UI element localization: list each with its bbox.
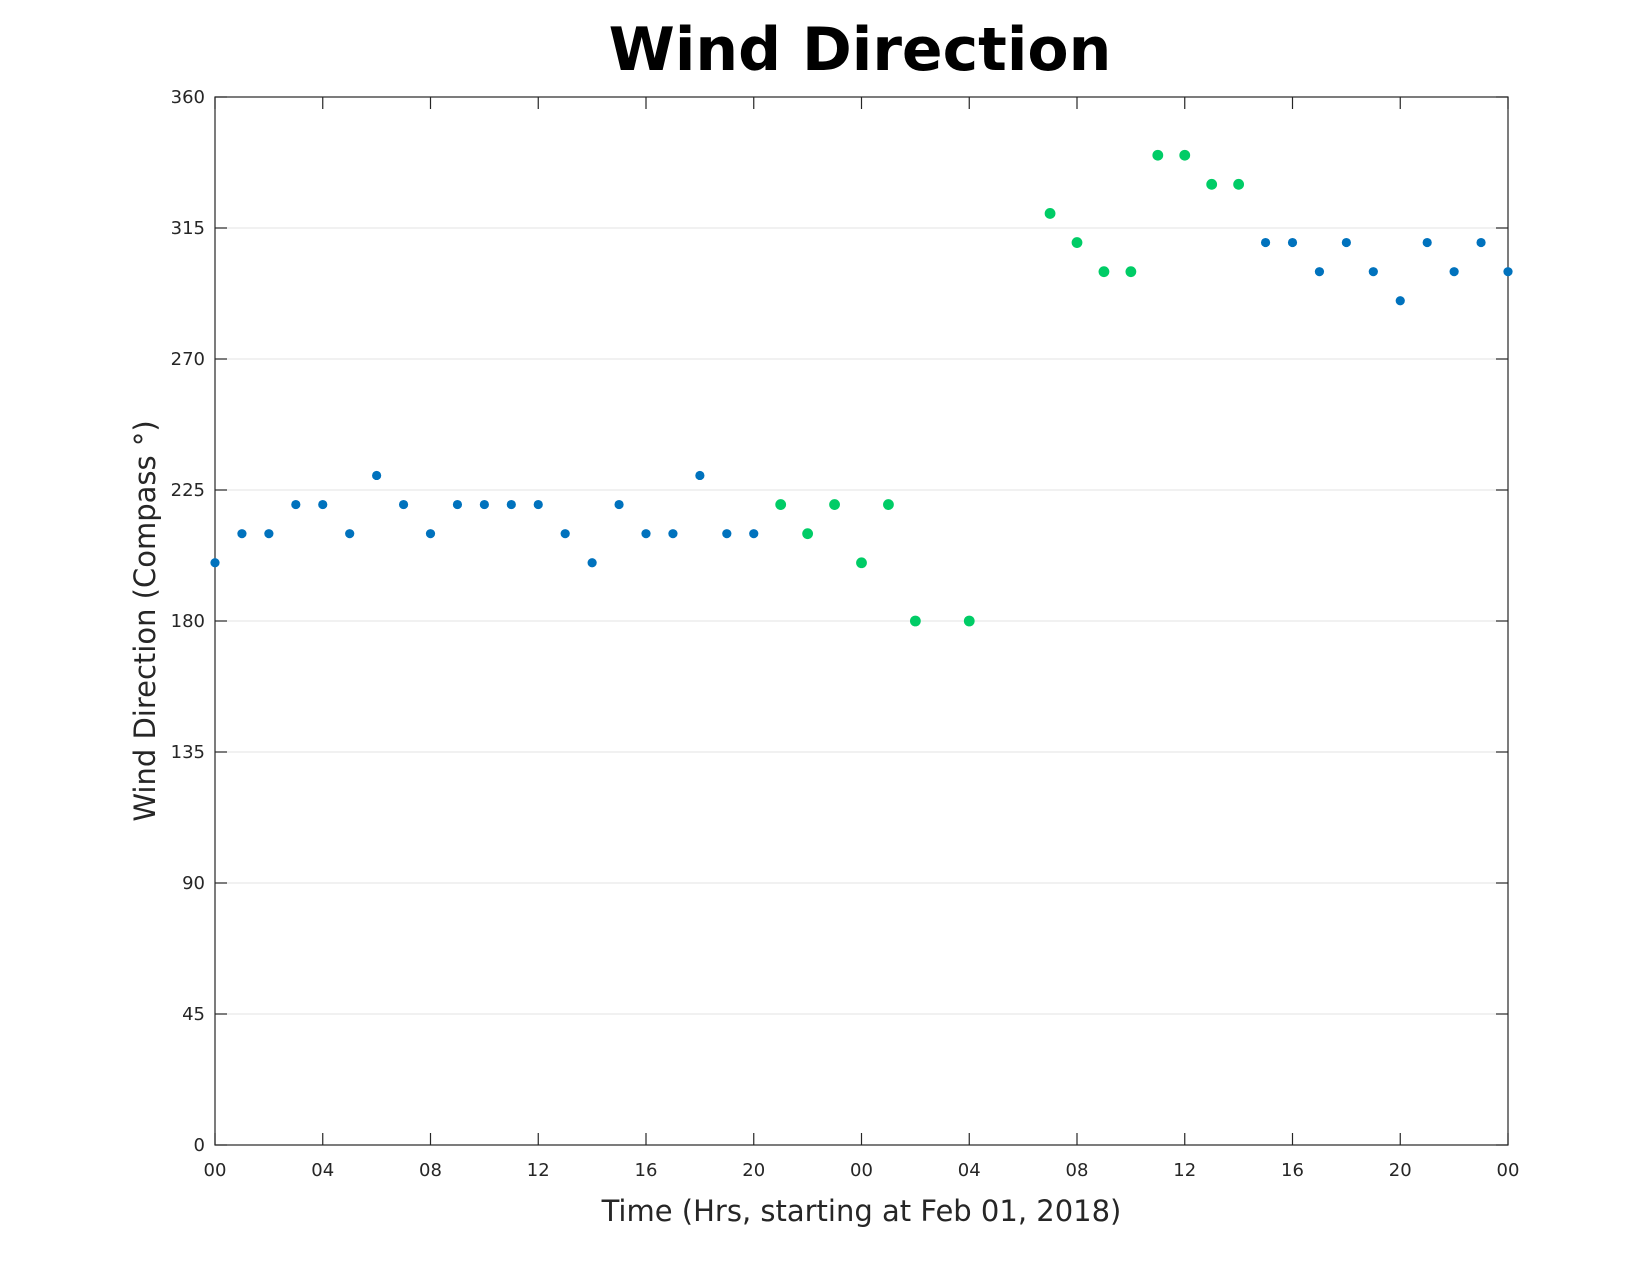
x-tick-label: 16 xyxy=(1281,1160,1304,1181)
data-point xyxy=(560,529,570,539)
data-point xyxy=(1152,149,1164,161)
x-tick-label: 00 xyxy=(204,1160,227,1181)
axis-ticks xyxy=(214,96,1509,1146)
x-tick-label: 12 xyxy=(527,1160,550,1181)
y-tick-label: 360 xyxy=(171,87,205,108)
data-point xyxy=(345,529,355,539)
data-point xyxy=(1233,178,1245,190)
x-tick-label: 20 xyxy=(742,1160,765,1181)
data-point xyxy=(856,557,867,569)
data-point xyxy=(1368,267,1378,277)
x-tick-label: 00 xyxy=(850,1160,873,1181)
data-point xyxy=(1314,267,1325,277)
data-point xyxy=(1449,267,1459,277)
data-point xyxy=(695,470,705,481)
y-axis-label: Wind Direction (Compass °) xyxy=(128,420,162,821)
x-tick-label: 04 xyxy=(311,1160,334,1181)
data-point xyxy=(533,499,543,510)
y-tick-label: 180 xyxy=(171,611,205,632)
x-tick-label: 16 xyxy=(635,1160,658,1181)
data-point xyxy=(1341,237,1351,248)
data-point xyxy=(749,529,759,539)
x-axis-label: Time (Hrs, starting at Feb 01, 2018) xyxy=(601,1194,1122,1228)
data-point xyxy=(425,529,436,539)
data-point xyxy=(1395,296,1405,306)
data-point xyxy=(1179,149,1191,161)
x-tick-label: 12 xyxy=(1173,1160,1196,1181)
data-point xyxy=(264,529,274,539)
data-point xyxy=(1476,237,1486,248)
data-point xyxy=(829,499,840,510)
x-tick-label: 08 xyxy=(1066,1160,1089,1181)
data-point xyxy=(210,558,220,568)
data-point xyxy=(506,499,516,510)
data-point xyxy=(1071,237,1083,248)
data-point xyxy=(883,499,894,510)
data-point xyxy=(1044,208,1056,219)
y-tick-label: 270 xyxy=(171,349,205,370)
data-point xyxy=(909,615,921,627)
data-point xyxy=(1503,267,1513,277)
y-tick-label: 0 xyxy=(194,1135,205,1156)
x-tick-label: 08 xyxy=(419,1160,442,1181)
x-tick-label: 20 xyxy=(1389,1160,1412,1181)
data-point xyxy=(452,499,463,510)
data-point xyxy=(398,499,409,510)
x-axis-tick-labels: 00 04 08 12 16 20 00 04 08 12 16 20 00 xyxy=(204,1160,1520,1181)
data-point xyxy=(318,499,328,510)
data-point xyxy=(291,499,301,510)
data-point xyxy=(1098,266,1110,278)
data-point xyxy=(614,499,624,510)
grid-lines xyxy=(215,227,1508,1015)
data-point xyxy=(1422,237,1432,248)
data-point xyxy=(775,499,787,510)
data-point xyxy=(372,470,382,481)
data-point xyxy=(237,529,247,539)
y-tick-label: 90 xyxy=(182,873,205,894)
data-point xyxy=(1125,266,1137,278)
data-point xyxy=(479,499,489,510)
y-tick-label: 45 xyxy=(182,1004,205,1025)
chart-title: Wind Direction xyxy=(609,15,1112,85)
x-tick-label: 00 xyxy=(1497,1160,1520,1181)
data-point xyxy=(963,615,975,627)
data-point xyxy=(1206,178,1218,190)
data-point xyxy=(587,558,597,568)
data-point xyxy=(668,529,678,539)
y-tick-label: 135 xyxy=(171,742,205,763)
data-point xyxy=(1287,237,1298,248)
data-points xyxy=(210,149,1513,627)
data-point xyxy=(1260,237,1271,248)
data-point xyxy=(641,529,651,539)
y-tick-label: 225 xyxy=(171,480,205,501)
y-axis-tick-labels: 0 45 90 135 180 225 270 315 360 xyxy=(171,87,205,1156)
data-point xyxy=(802,528,814,540)
x-tick-label: 04 xyxy=(958,1160,981,1181)
y-tick-label: 315 xyxy=(171,218,205,239)
data-point xyxy=(722,529,732,539)
